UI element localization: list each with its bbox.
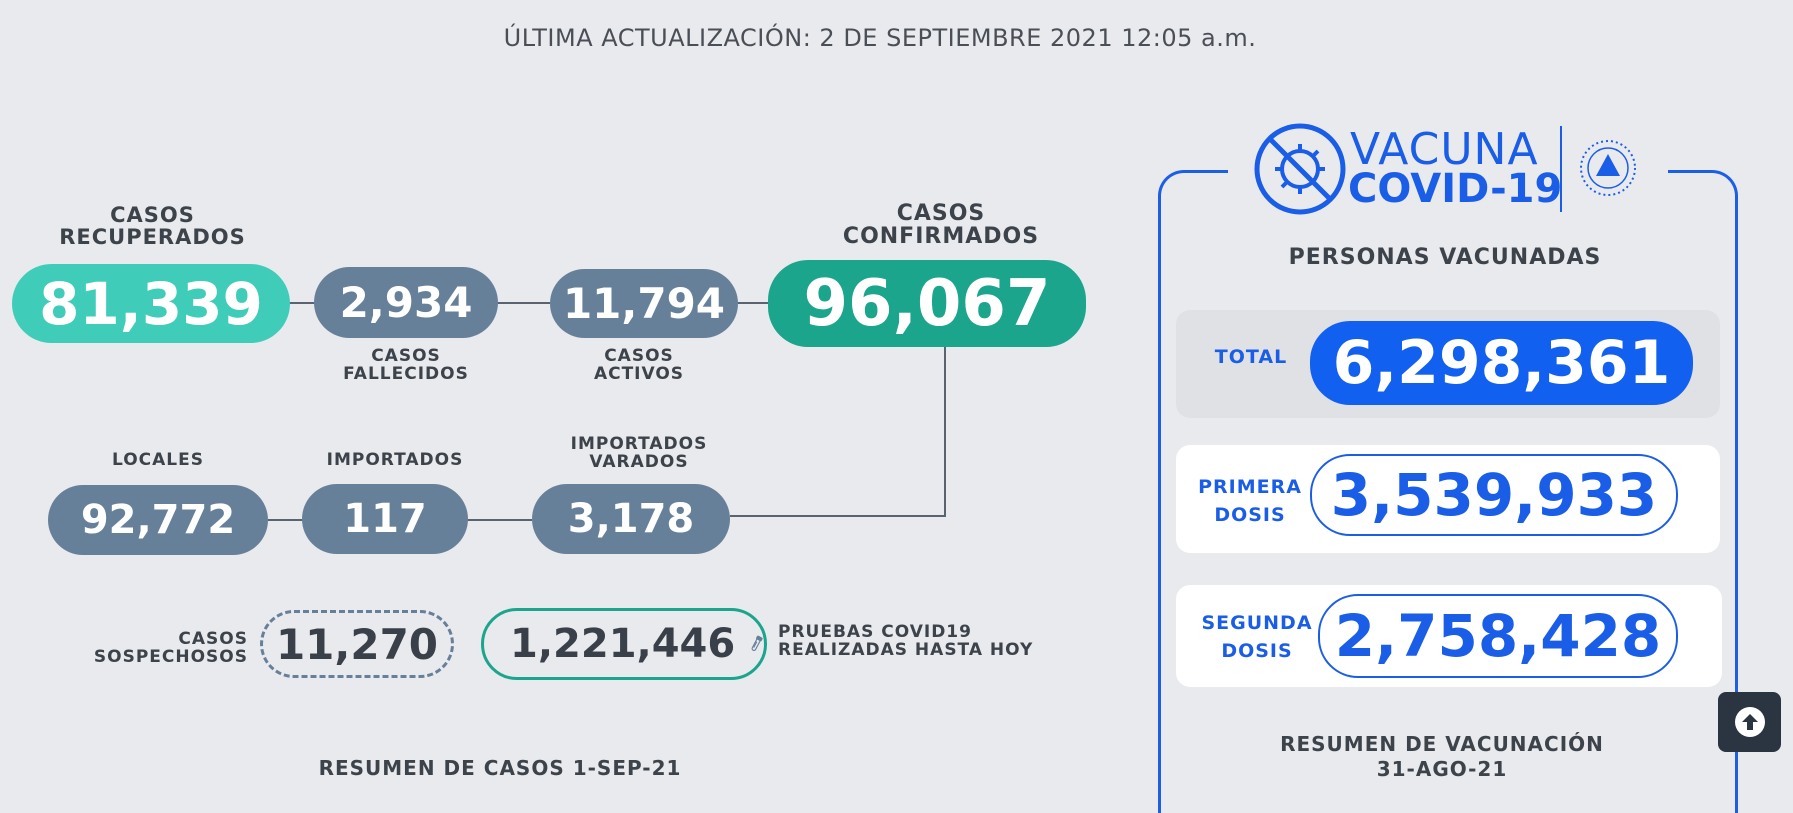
total-label: TOTAL (1214, 346, 1288, 368)
connector (466, 519, 532, 521)
stranded-label-line1: IMPORTADOS (570, 434, 708, 454)
second-dose-label-line2: DOSIS (1221, 639, 1293, 662)
virus-crossed-icon (1254, 123, 1346, 215)
last-updated-text: ÚLTIMA ACTUALIZACIÓN: 2 DE SEPTIEMBRE 20… (503, 24, 1257, 52)
tests-value: 1,221,446 (481, 608, 767, 680)
active-value: 11,794 (550, 269, 738, 338)
recovered-value: 81,339 (12, 264, 290, 343)
suspected-label: CASOS SOSPECHOSOS (80, 629, 248, 667)
vaccine-summary-line2: 31-AGO-21 (1376, 757, 1508, 781)
connector (944, 345, 946, 517)
first-dose-label-line2: DOSIS (1214, 503, 1286, 526)
deaths-value: 2,934 (314, 267, 498, 338)
stranded-value: 3,178 (532, 484, 730, 554)
second-dose-card (1176, 585, 1722, 687)
first-dose-label-line1: PRIMERA (1198, 476, 1302, 498)
tests-label-line2: REALIZADAS HASTA HOY (778, 639, 1034, 660)
vaccinated-title: PERSONAS VACUNADAS (1288, 245, 1602, 270)
active-label-line2: ACTIVOS (593, 363, 685, 384)
second-dose-label: SEGUNDA DOSIS (1196, 610, 1318, 665)
tests-label-line1: PRUEBAS COVID19 (778, 622, 972, 642)
connector (730, 515, 946, 517)
active-label-line1: CASOS (604, 346, 674, 366)
vaccine-logo-line2: COVID-19 (1348, 166, 1563, 212)
connector (286, 302, 316, 304)
second-dose-label-line1: SEGUNDA (1201, 612, 1313, 634)
logo-divider (1560, 126, 1562, 212)
suspected-label-line2: SOSPECHOSOS (93, 646, 248, 667)
connector (496, 302, 550, 304)
deaths-label-line1: CASOS (371, 346, 441, 366)
stranded-label: IMPORTADOS VARADOS (532, 434, 746, 472)
confirmed-label: CASOS CONFIRMADOS (830, 202, 1052, 248)
confirmed-label-line1: CASOS (896, 201, 986, 226)
imported-value: 117 (302, 484, 468, 554)
suspected-value: 11,270 (260, 610, 454, 678)
national-seal-icon (1580, 140, 1636, 196)
scroll-to-top-button[interactable] (1718, 692, 1781, 752)
tests-number: 1,221,446 (510, 621, 736, 667)
active-label: CASOS ACTIVOS (550, 346, 728, 384)
local-value: 92,772 (48, 485, 268, 555)
connector (736, 302, 770, 304)
imported-label: IMPORTADOS (326, 450, 464, 470)
first-dose-label: PRIMERA DOSIS (1190, 474, 1310, 529)
recovered-label-line2: RECUPERADOS (59, 225, 246, 250)
connector (268, 519, 304, 521)
second-dose-value: 2,758,428 (1318, 594, 1678, 678)
total-value: 6,298,361 (1310, 321, 1693, 405)
first-dose-value: 3,539,933 (1310, 454, 1678, 536)
vaccine-summary: RESUMEN DE VACUNACIÓN 31-AGO-21 (1160, 732, 1724, 782)
suspected-label-line1: CASOS (178, 629, 248, 649)
arrow-up-icon (1734, 707, 1765, 737)
stranded-label-line2: VARADOS (589, 451, 689, 472)
vaccine-summary-line1: RESUMEN DE VACUNACIÓN (1280, 732, 1604, 756)
recovered-label-line1: CASOS (110, 203, 195, 227)
deaths-label-line2: FALLECIDOS (343, 363, 469, 384)
local-label: LOCALES (112, 450, 204, 470)
panel-top-gap (1228, 160, 1668, 180)
vaccine-logo-line1: VACUNA (1350, 124, 1539, 175)
cases-summary-title: RESUMEN DE CASOS 1-SEP-21 (318, 756, 682, 780)
confirmed-label-line2: CONFIRMADOS (842, 224, 1040, 250)
tests-label: PRUEBAS COVID19 REALIZADAS HASTA HOY (778, 622, 1038, 660)
deaths-label: CASOS FALLECIDOS (314, 346, 498, 384)
confirmed-value: 96,067 (768, 260, 1086, 347)
test-tube-icon (751, 635, 763, 651)
recovered-label: CASOS RECUPERADOS (40, 204, 265, 248)
